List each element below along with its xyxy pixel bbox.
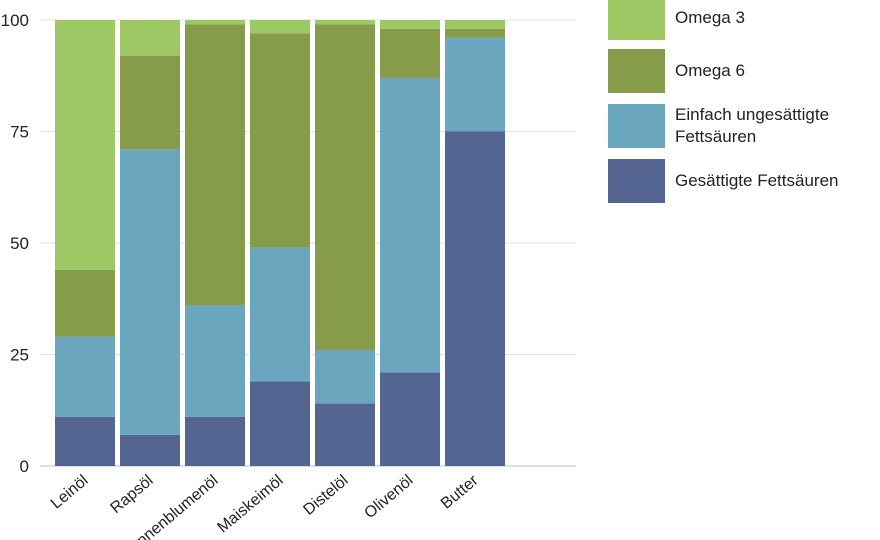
x-tick-label-rapsol: Rapsöl <box>107 472 156 517</box>
bar-sonnenblumenol-gesattigte-fettsauren <box>185 416 245 466</box>
bar-rapsol-einfach-ungesattigte-fettsauren <box>120 149 180 435</box>
legend-label-einfach-ungesaettigte: Einfach ungesättigte Fettsäuren <box>675 105 830 146</box>
bar-olivenol-gesattigte-fettsauren <box>380 372 440 466</box>
legend-swatch-omega-3 <box>608 0 665 40</box>
bar-sonnenblumenol-omega-3 <box>185 20 245 25</box>
x-tick-label-maiskeimol: Maiskeimöl <box>214 472 286 536</box>
legend-item-omega-3: Omega 3 <box>608 0 875 40</box>
y-tick-label-75: 75 <box>10 123 29 142</box>
x-tick-label-leinol: Leinöl <box>48 472 92 512</box>
y-axis: 0 25 50 75 100 <box>1 11 29 476</box>
y-tick-label-100: 100 <box>1 11 29 30</box>
bar-leinol-omega-3 <box>55 20 115 270</box>
bar-olivenol-omega-3 <box>380 20 440 29</box>
bars <box>55 20 505 466</box>
bar-butter-omega-6 <box>445 28 505 38</box>
bar-rapsol-gesattigte-fettsauren <box>120 434 180 466</box>
x-tick-label-olivenol: Olivenöl <box>361 472 416 522</box>
bar-rapsol-omega-3 <box>120 20 180 56</box>
legend-item-gesaettigte: Gesättigte Fettsäuren <box>608 159 875 203</box>
y-tick-label-50: 50 <box>10 234 29 253</box>
bar-sonnenblumenol-omega-6 <box>185 24 245 306</box>
bar-distelol-omega-3 <box>315 20 375 25</box>
legend-item-omega-6: Omega 6 <box>608 49 875 93</box>
legend-swatch-omega-6 <box>608 49 665 93</box>
bar-maiskeimol-einfach-ungesattigte-fettsauren <box>250 247 310 382</box>
y-tick-label-0: 0 <box>20 457 29 476</box>
bar-leinol-einfach-ungesattigte-fettsauren <box>55 336 115 417</box>
bar-distelol-einfach-ungesattigte-fettsauren <box>315 350 375 404</box>
bar-maiskeimol-gesattigte-fettsauren <box>250 381 310 466</box>
legend-swatch-gesaettigte <box>608 159 665 203</box>
legend-swatch-einfach-ungesaettigte <box>608 104 665 148</box>
legend-label-omega-3: Omega 3 <box>675 8 745 27</box>
x-tick-label-butter: Butter <box>438 472 482 513</box>
legend-item-einfach-ungesaettigte: Einfach ungesättigte Fettsäuren <box>608 104 875 148</box>
x-tick-label-distelol: Distelöl <box>300 472 351 519</box>
bar-olivenol-einfach-ungesattigte-fettsauren <box>380 77 440 373</box>
bar-distelol-omega-6 <box>315 24 375 351</box>
bar-leinol-omega-6 <box>55 269 115 337</box>
bar-rapsol-omega-6 <box>120 55 180 150</box>
bar-maiskeimol-omega-3 <box>250 20 310 34</box>
bar-butter-gesattigte-fettsauren <box>445 131 505 466</box>
bar-olivenol-omega-6 <box>380 28 440 78</box>
legend-label-gesaettigte: Gesättigte Fettsäuren <box>675 171 839 190</box>
y-tick-label-25: 25 <box>10 346 29 365</box>
bar-distelol-gesattigte-fettsauren <box>315 403 375 466</box>
bar-leinol-gesattigte-fettsauren <box>55 416 115 466</box>
bar-butter-omega-3 <box>445 20 505 29</box>
bar-maiskeimol-omega-6 <box>250 33 310 248</box>
bar-butter-einfach-ungesattigte-fettsauren <box>445 37 505 132</box>
legend-label-omega-6: Omega 6 <box>675 61 745 80</box>
bar-sonnenblumenol-einfach-ungesattigte-fettsauren <box>185 305 245 417</box>
